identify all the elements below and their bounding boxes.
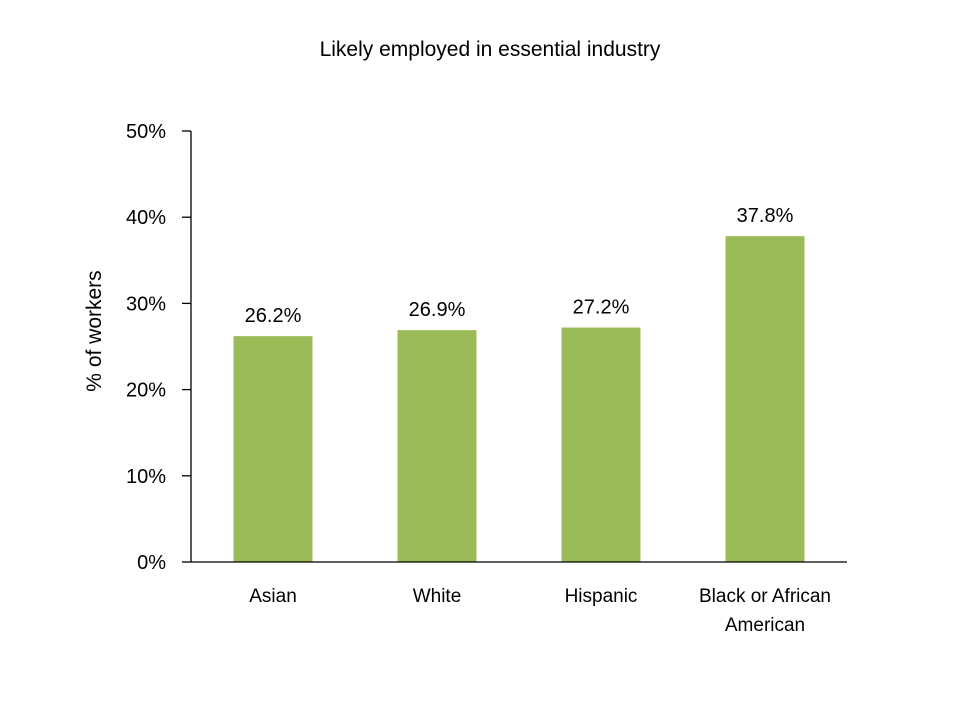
bar xyxy=(561,327,641,562)
x-tick-label: Asian xyxy=(249,586,297,607)
y-tick-label: 0% xyxy=(137,552,166,574)
x-tick-label: Hispanic xyxy=(565,586,638,607)
x-tick-label-line: Black or African xyxy=(699,586,831,607)
x-tick-label: White xyxy=(413,586,462,607)
y-tick-label: 40% xyxy=(126,207,166,229)
y-tick-label: 50% xyxy=(126,121,166,143)
x-tick-label-line: White xyxy=(413,586,462,607)
x-tick-label-line: Hispanic xyxy=(565,586,638,607)
bar xyxy=(397,330,477,562)
y-tick-label: 10% xyxy=(126,466,166,488)
x-tick-label-line: American xyxy=(725,615,805,636)
bar-value-label: 26.9% xyxy=(409,299,466,321)
bar xyxy=(233,336,313,562)
y-tick-label: 30% xyxy=(126,293,166,315)
bar-value-label: 27.2% xyxy=(573,297,630,319)
x-tick-label: Black or African American xyxy=(699,586,831,636)
y-tick-label: 20% xyxy=(126,380,166,402)
x-tick-label-line: Asian xyxy=(249,586,297,607)
bar xyxy=(725,236,805,562)
bar-value-label: 26.2% xyxy=(245,305,302,327)
axis-layer xyxy=(182,130,847,563)
labels-layer: 0% 10% 20% 30% 40% 50% % of workers 26.2% Asian 2… xyxy=(83,121,831,636)
bars-layer xyxy=(233,236,805,562)
bar-value-label: 37.8% xyxy=(737,205,794,227)
y-axis-title: % of workers xyxy=(83,270,106,391)
chart-title: Likely employed in essential industry xyxy=(319,38,661,61)
